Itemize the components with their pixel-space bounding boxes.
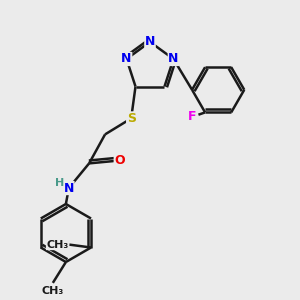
Text: N: N bbox=[145, 35, 155, 48]
Text: S: S bbox=[127, 112, 136, 125]
Text: N: N bbox=[168, 52, 178, 65]
Text: N: N bbox=[64, 182, 74, 194]
Text: F: F bbox=[188, 110, 196, 123]
Text: H: H bbox=[55, 178, 64, 188]
Text: CH₃: CH₃ bbox=[46, 240, 69, 250]
Text: O: O bbox=[114, 154, 125, 167]
Text: CH₃: CH₃ bbox=[42, 286, 64, 296]
Text: N: N bbox=[122, 52, 132, 65]
